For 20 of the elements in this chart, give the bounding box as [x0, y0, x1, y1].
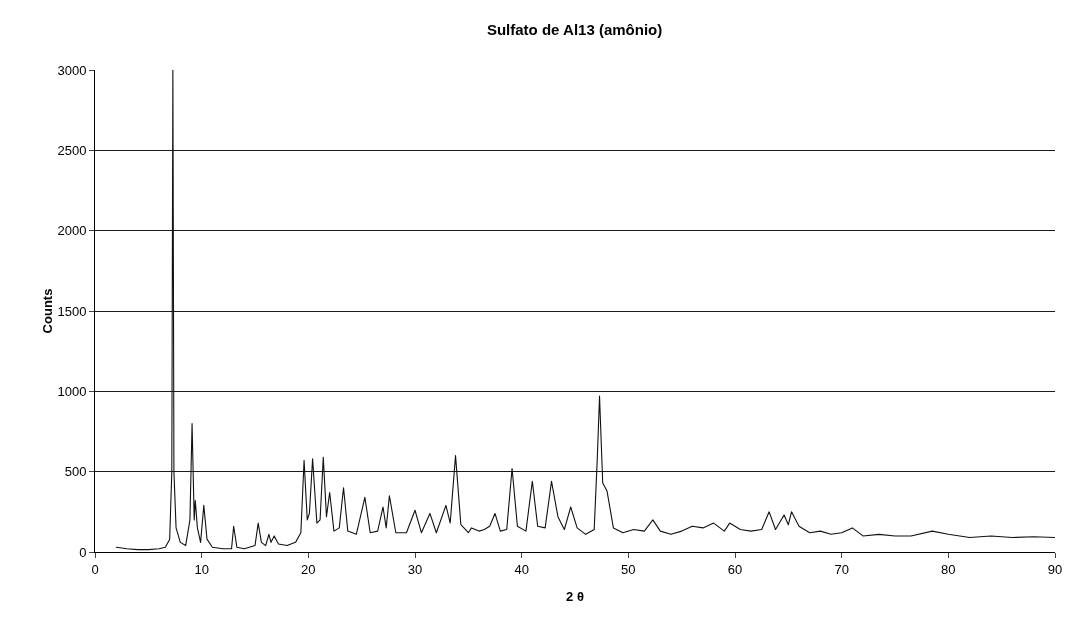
y-tick-label: 1000 [57, 383, 87, 399]
y-tick-label: 2000 [57, 223, 87, 239]
x-tick-label: 20 [301, 561, 316, 577]
y-tick-label: 2500 [57, 142, 87, 158]
x-tick-label: 10 [194, 561, 209, 577]
y-tick-label: 500 [64, 464, 87, 480]
x-tick-label: 0 [91, 561, 99, 577]
x-tick-label: 90 [1047, 561, 1063, 577]
y-tick-label: 3000 [57, 62, 87, 78]
x-tick-label: 60 [727, 561, 743, 577]
x-tick-label: 40 [514, 561, 529, 577]
x-tick-label: 80 [941, 561, 956, 577]
y-tick-label: 1500 [57, 303, 87, 319]
x-tick-label: 70 [834, 561, 849, 577]
y-tick-label: 0 [79, 544, 87, 560]
x-tick-label: 30 [407, 561, 423, 577]
x-axis-title: 2 θ [566, 589, 584, 604]
chart-title: Sulfato de Al13 (amônio) [486, 21, 663, 39]
x-tick-label: 50 [621, 561, 636, 577]
y-axis-title: Counts [40, 288, 56, 334]
